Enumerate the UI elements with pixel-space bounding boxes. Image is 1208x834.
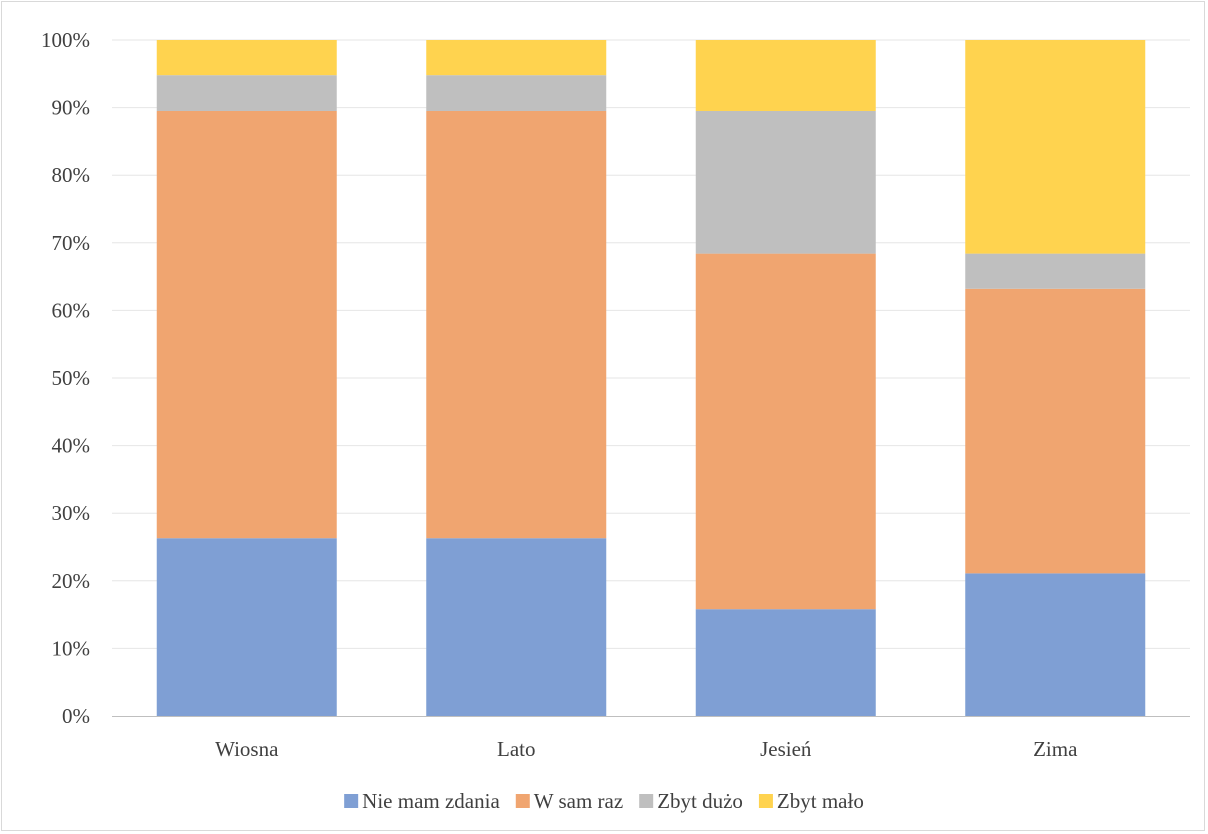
bar-segment-w-sam-raz [426, 110, 607, 539]
y-axis: 0% 10% 20% 30% 40% 50% 60% 70% 80% 90% 100% [41, 28, 90, 728]
bar-segment-zbyt-mało [695, 40, 876, 111]
y-tick-label: 100% [41, 28, 90, 52]
bar-segment-w-sam-raz [695, 253, 876, 610]
x-tick-label: Lato [497, 737, 535, 761]
x-axis: Wiosna Lato Jesień Zima [112, 716, 1190, 761]
legend-label: Zbyt dużo [657, 789, 743, 813]
legend-swatch [758, 794, 773, 808]
bar-segment-nie-mam-zdania [965, 573, 1146, 716]
bar-segment-zbyt-mało [426, 40, 607, 76]
legend-label: Nie mam zdania [362, 789, 500, 813]
y-tick-label: 60% [52, 298, 91, 322]
x-tick-label: Wiosna [215, 737, 279, 761]
bar-segment-zbyt-mało [156, 40, 337, 76]
bar-segment-w-sam-raz [156, 110, 337, 539]
legend-swatch [344, 794, 359, 808]
y-tick-label: 80% [52, 163, 91, 187]
y-tick-label: 70% [52, 231, 91, 255]
legend: Nie mam zdania W sam raz Zbyt dużo Zbyt mał… [344, 789, 864, 813]
bar-segment-zbyt-dużo [965, 253, 1146, 289]
y-tick-label: 50% [52, 366, 91, 390]
legend-label: W sam raz [534, 789, 623, 813]
legend-swatch [639, 794, 654, 808]
y-tick-label: 10% [52, 636, 91, 660]
bar-segment-nie-mam-zdania [156, 538, 337, 716]
y-tick-label: 40% [52, 434, 91, 458]
bar-segment-w-sam-raz [965, 288, 1146, 574]
bars [156, 40, 1146, 716]
y-tick-label: 90% [52, 96, 91, 120]
bar-segment-nie-mam-zdania [426, 538, 607, 716]
x-tick-label: Zima [1033, 737, 1078, 761]
bar-segment-zbyt-mało [965, 40, 1146, 254]
bar-segment-zbyt-dużo [695, 110, 876, 254]
bar-segment-zbyt-dużo [156, 75, 337, 111]
legend-swatch [515, 794, 530, 808]
y-tick-label: 30% [52, 501, 91, 525]
y-tick-label: 0% [62, 704, 90, 728]
bar-segment-nie-mam-zdania [695, 609, 876, 716]
bar-segment-zbyt-dużo [426, 75, 607, 111]
legend-label: Zbyt mało [777, 789, 864, 813]
x-tick-label: Jesień [760, 737, 812, 761]
y-tick-label: 20% [52, 569, 91, 593]
